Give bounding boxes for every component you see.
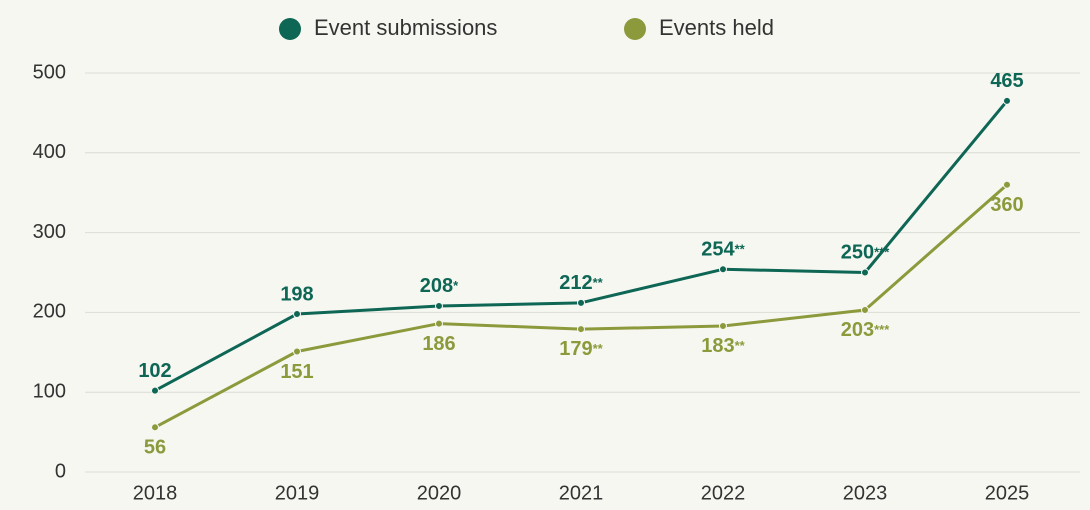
- data-point: [435, 319, 443, 328]
- data-point: [1003, 180, 1011, 189]
- data-point: [861, 306, 869, 315]
- legend-swatch: [624, 18, 646, 40]
- x-tick-label: 2023: [843, 482, 888, 504]
- data-point: [719, 265, 727, 274]
- x-tick-label: 2022: [701, 482, 746, 504]
- legend-swatch: [279, 18, 301, 40]
- data-point: [577, 298, 585, 307]
- x-tick-label: 2020: [417, 482, 462, 504]
- data-point: [1003, 96, 1011, 105]
- data-label: 212**: [559, 272, 603, 294]
- x-tick-label: 2025: [985, 482, 1030, 504]
- data-label: 254**: [701, 239, 745, 261]
- data-label: 360: [990, 194, 1023, 216]
- x-tick-label: 2018: [133, 482, 178, 504]
- legend-label: Event submissions: [314, 15, 497, 40]
- data-point: [151, 386, 159, 395]
- data-point: [861, 268, 869, 277]
- data-point: [293, 309, 301, 318]
- x-tick-label: 2021: [559, 482, 604, 504]
- data-label: 198: [280, 283, 313, 305]
- y-tick-label: 200: [33, 301, 66, 323]
- data-label: 203***: [841, 319, 890, 341]
- y-tick-label: 500: [33, 61, 66, 83]
- y-tick-label: 300: [33, 221, 66, 243]
- data-label: 208*: [420, 275, 459, 297]
- data-point: [293, 347, 301, 356]
- data-point: [435, 302, 443, 311]
- data-label: 151: [280, 361, 313, 383]
- data-label: 250***: [841, 242, 890, 264]
- data-label: 465: [990, 70, 1023, 92]
- y-tick-label: 100: [33, 380, 66, 402]
- legend-label: Events held: [659, 15, 774, 40]
- data-label: 56: [144, 437, 166, 459]
- data-label: 186: [422, 333, 455, 355]
- y-tick-label: 400: [33, 141, 66, 163]
- data-label: 179**: [559, 338, 603, 360]
- data-point: [151, 423, 159, 432]
- data-point: [719, 321, 727, 330]
- data-point: [577, 325, 585, 334]
- y-tick-label: 0: [55, 460, 66, 482]
- data-label: 102: [138, 360, 171, 382]
- x-tick-label: 2019: [275, 482, 320, 504]
- data-label: 183**: [701, 335, 745, 357]
